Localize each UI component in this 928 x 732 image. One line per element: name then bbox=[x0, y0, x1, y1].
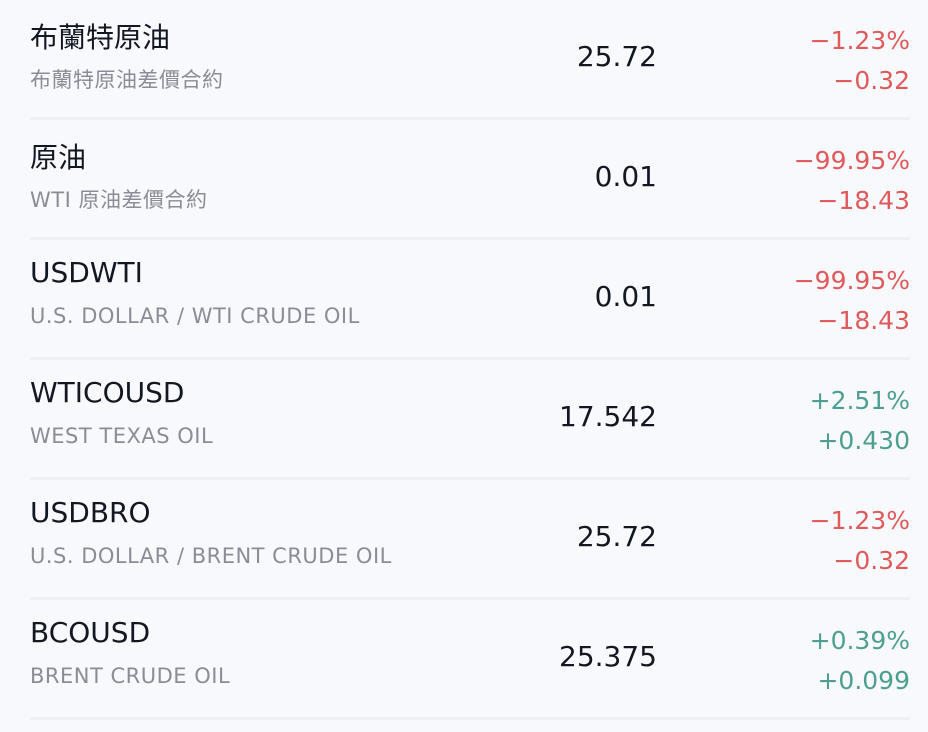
change-value: +0.099 bbox=[817, 666, 910, 695]
symbol-description: WTI 原油差價合約 bbox=[30, 188, 208, 212]
last-price: 0.01 bbox=[594, 280, 657, 313]
change-value: −18.43 bbox=[817, 186, 910, 215]
last-price: 25.375 bbox=[559, 640, 657, 673]
change-value: +0.430 bbox=[817, 426, 910, 455]
symbol-name: BCOUSD bbox=[30, 616, 151, 649]
symbol-name: 布蘭特原油 bbox=[30, 21, 171, 54]
symbol-name: USDBRO bbox=[30, 496, 151, 529]
symbol-description: BRENT CRUDE OIL bbox=[30, 664, 231, 688]
change-percent: −1.23% bbox=[809, 26, 910, 55]
change-percent: +2.51% bbox=[809, 386, 910, 415]
symbol-description: U.S. DOLLAR / BRENT CRUDE OIL bbox=[30, 544, 392, 568]
symbol-name: 原油 bbox=[30, 141, 87, 174]
change-value: −0.32 bbox=[833, 66, 910, 95]
change-percent: −1.23% bbox=[809, 506, 910, 535]
symbol-row[interactable]: USDBRO U.S. DOLLAR / BRENT CRUDE OIL 25.… bbox=[30, 480, 910, 600]
last-price: 25.72 bbox=[576, 520, 657, 553]
last-price: 0.01 bbox=[594, 160, 657, 193]
symbol-row[interactable]: WTICOUSD WEST TEXAS OIL 17.542 +2.51% +0… bbox=[30, 360, 910, 480]
symbol-description: 布蘭特原油差價合約 bbox=[30, 68, 224, 92]
last-price: 25.72 bbox=[576, 40, 657, 73]
change-percent: −99.95% bbox=[793, 266, 910, 295]
change-percent: +0.39% bbox=[809, 626, 910, 655]
symbol-row[interactable]: 原油 WTI 原油差價合約 0.01 −99.95% −18.43 bbox=[30, 120, 910, 240]
change-percent: −99.95% bbox=[793, 146, 910, 175]
change-value: −0.32 bbox=[833, 546, 910, 575]
symbol-row[interactable]: BCOUSD BRENT CRUDE OIL 25.375 +0.39% +0.… bbox=[30, 600, 910, 720]
symbol-row[interactable]: 布蘭特原油 布蘭特原油差價合約 25.72 −1.23% −0.32 bbox=[30, 0, 910, 120]
change-value: −18.43 bbox=[817, 306, 910, 335]
last-price: 17.542 bbox=[559, 400, 657, 433]
symbol-description: WEST TEXAS OIL bbox=[30, 424, 214, 448]
symbol-name: WTICOUSD bbox=[30, 376, 185, 409]
symbol-name: USDWTI bbox=[30, 256, 143, 289]
symbol-row[interactable]: USDWTI U.S. DOLLAR / WTI CRUDE OIL 0.01 … bbox=[30, 240, 910, 360]
symbol-description: U.S. DOLLAR / WTI CRUDE OIL bbox=[30, 304, 360, 328]
